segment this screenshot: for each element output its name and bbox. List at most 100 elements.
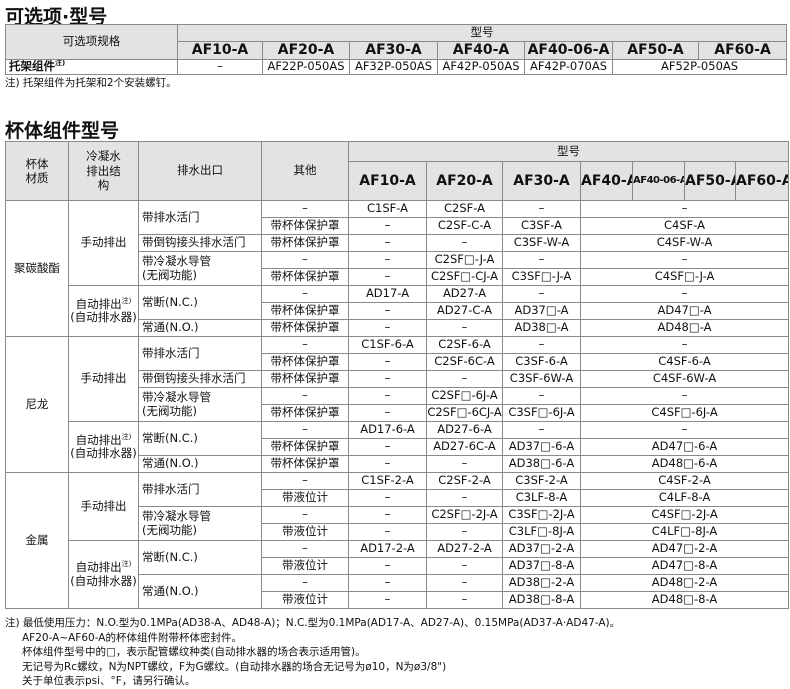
bowl-table: 杯体材质 冷凝水排出结构 排水出口 其他 型号 AF10-A AF20-A AF… [5, 141, 790, 609]
cell: 带杯体保护罩 [261, 438, 349, 456]
table-row: 带冷凝水导管 (无阀功能) – – C2SF□-6J-A – – [6, 387, 790, 422]
model-col: AF40-06-A [632, 161, 685, 201]
bowl-title: 杯体组件型号 [5, 120, 120, 142]
cell: AD48□-6-A [579, 455, 790, 473]
cell: 带杯体保护罩 [261, 404, 349, 422]
cell: 带液位计 [261, 523, 349, 541]
model-col: AF30-A [502, 161, 581, 201]
model-header: 型号 [347, 141, 790, 162]
cell: C1SF-A [348, 200, 427, 218]
cell: AF22P-050AS [262, 59, 350, 75]
cell: 带杯体保护罩 [261, 455, 349, 473]
cell: AD47□-8-A [579, 557, 790, 575]
cell: 带杯体保护罩 [261, 319, 349, 337]
cell: C4SF-6W-A [579, 370, 790, 388]
cell: – [426, 489, 503, 507]
cell: 常断(N.C.) [138, 285, 262, 320]
note-line: 杯体组件型号中的□，表示配管螺纹种类(自动排水器的场合表示适用管)。 [22, 646, 366, 658]
cell: 自动排出注) (自动排水器) [68, 421, 139, 473]
cell: C3SF-6-A [502, 353, 581, 371]
cell: – [261, 285, 349, 303]
cell: C3SF□-2J-A [502, 506, 581, 524]
table-row: 金属 手动排出 带排水活门 – C1SF-2-A C2SF-2-A C3SF-2-A C4SF… [5, 472, 790, 609]
cell: 带杯体保护罩 [261, 268, 349, 286]
cell: AD48□-2-A [579, 574, 790, 592]
model-col: AF40-06-A [524, 41, 613, 60]
drain-structure-header: 冷凝水排出结构 [68, 141, 139, 201]
cell: C4SF-6-A [579, 353, 790, 371]
cell: – [426, 370, 503, 388]
table-row: 自动排出注) (自动排水器) 常断(N.C.) – AD17-2-A AD27-2-A AD… [6, 540, 790, 609]
model-header: 型号 [176, 24, 788, 42]
cell: C4LF□-8J-A [579, 523, 790, 541]
cell: – [579, 285, 790, 303]
cell: 金属 [5, 472, 69, 609]
model-col: AF40-A [580, 161, 633, 201]
cell: 带倒钩接头排水活门 [138, 370, 262, 388]
cell: AD38□-8-A [502, 591, 581, 609]
table-row: 带液位计 – – AD37□-8-A AD47□-8-A [6, 557, 790, 575]
table-row: 聚碳酸酯 手动排出 带排水活门 – C1SF-A C2SF-A – – [5, 200, 790, 337]
cell: AF42P-070AS [524, 59, 613, 75]
options-title: 可选项·型号 [5, 6, 108, 28]
cell: C3SF-A [502, 217, 581, 235]
cell: 带液位计 [261, 489, 349, 507]
cell: AD37□-2-A [502, 540, 581, 558]
cell: 带液位计 [261, 591, 349, 609]
cell: – [348, 557, 427, 575]
cell: – [348, 455, 427, 473]
cell: AD27-6-A [426, 421, 503, 439]
cell: C4LF-8-A [579, 489, 790, 507]
cell: – [348, 217, 427, 235]
table-row: 带液位计 – – C3LF-8-A C4LF-8-A [6, 489, 790, 507]
cell: AD37□-6-A [502, 438, 581, 456]
cell: C2SF□-CJ-A [426, 268, 503, 286]
cell: 带杯体保护罩 [261, 217, 349, 235]
cell: C3SF-6W-A [502, 370, 581, 388]
note-line: AF20-A~AF60-A的杯体组件附带杯体密封件。 [22, 631, 242, 644]
cell: – [348, 489, 427, 507]
table-row: 带杯体保护罩 – C2SF-C-A C3SF-A C4SF-A [6, 217, 790, 235]
model-col: AF60-A [697, 41, 788, 60]
cell: – [261, 336, 349, 354]
cell: – [348, 574, 427, 592]
cell: 带排水活门 [138, 336, 262, 371]
cell: – [426, 574, 503, 592]
cell: C3SF□-6J-A [502, 404, 581, 422]
cell: 尼龙 [5, 336, 69, 473]
cell: – [502, 421, 581, 439]
note-line: 注) 最低使用压力：N.O.型为0.1MPa(AD38-A、AD48-A)；N.… [5, 617, 621, 629]
table-row: 带冷凝水导管 (无阀功能) – – C2SF□-J-A – – [6, 251, 790, 286]
note-line: 关于单位表示psi、°F，请另行确认。 [22, 675, 196, 687]
cell: 常通(N.O.) [138, 574, 262, 609]
cell: AD38□-A [502, 319, 581, 337]
cell: – [261, 200, 349, 218]
spec-header: 可选项规格 [5, 24, 178, 60]
drain-structure-header-text: 冷凝水排出结构 [86, 149, 121, 193]
model-col: AF60-A [734, 161, 790, 201]
cell: – [579, 387, 790, 405]
cell: – [348, 302, 427, 320]
table-row: 托架组件注) – AF22P-050AS AF32P-050AS AF42P-0… [5, 59, 788, 75]
cell: – [261, 387, 349, 405]
options-table: 可选项规格 型号 AF10-A AF20-A AF30-A AF40-A AF4… [5, 24, 788, 75]
cell: C3SF□-J-A [502, 268, 581, 286]
cell: – [426, 557, 503, 575]
cell: AD27-A [426, 285, 503, 303]
cell: – [177, 59, 263, 75]
table-row: 带杯体保护罩 – AD27-C-A AD37□-A AD47□-A [6, 302, 790, 320]
bracket-label: 托架组件注) [5, 59, 178, 75]
cell: 手动排出 [68, 336, 139, 422]
table-row: 自动排出注) (自动排水器) 常断(N.C.) – AD17-6-A AD27-6-A – – [6, 421, 790, 473]
cell: – [261, 472, 349, 490]
cell: 带排水活门 [138, 472, 262, 507]
cell: C2SF□-J-A [426, 251, 503, 269]
cell: AD48□-A [579, 319, 790, 337]
cell: – [348, 404, 427, 422]
cell: 带杯体保护罩 [261, 353, 349, 371]
cell: C3SF-2-A [502, 472, 581, 490]
cell: C2SF-6C-A [426, 353, 503, 371]
cell: – [348, 370, 427, 388]
cell: C1SF-2-A [348, 472, 427, 490]
cell: – [348, 591, 427, 609]
